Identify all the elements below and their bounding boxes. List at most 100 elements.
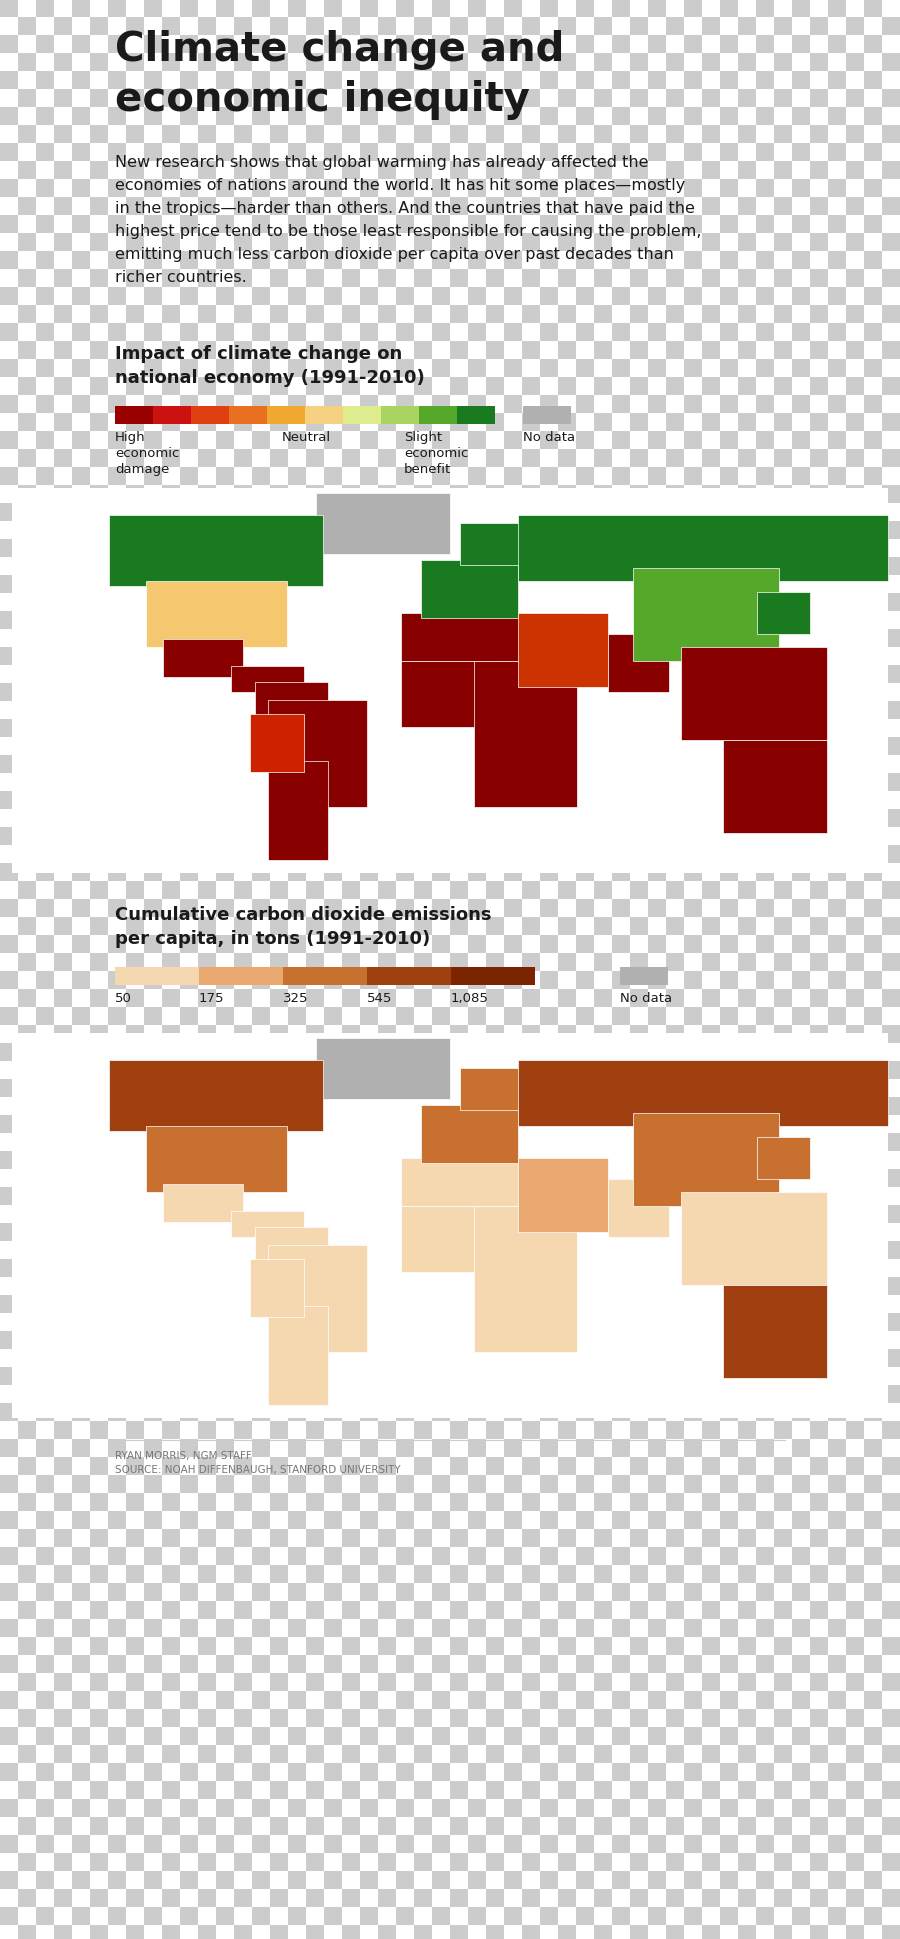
Bar bbox=[18, 1134, 36, 1152]
Bar bbox=[153, 407, 191, 425]
Bar bbox=[504, 1493, 522, 1510]
Bar bbox=[540, 1134, 558, 1152]
Bar bbox=[306, 109, 324, 126]
Bar bbox=[666, 1745, 684, 1763]
Bar bbox=[360, 1565, 378, 1582]
Bar bbox=[630, 1602, 648, 1619]
Bar bbox=[540, 1799, 558, 1817]
Bar bbox=[324, 1224, 342, 1241]
Bar bbox=[792, 1817, 810, 1834]
Bar bbox=[522, 1889, 540, 1908]
Bar bbox=[126, 845, 144, 863]
Bar bbox=[180, 1080, 198, 1097]
Bar bbox=[252, 1547, 270, 1565]
Bar bbox=[468, 684, 486, 702]
Bar bbox=[252, 1169, 270, 1187]
Bar bbox=[18, 396, 36, 413]
Bar bbox=[90, 989, 108, 1008]
Bar bbox=[90, 1421, 108, 1439]
Bar bbox=[288, 17, 306, 37]
Bar bbox=[360, 1708, 378, 1728]
Bar bbox=[0, 1241, 18, 1258]
Bar bbox=[162, 774, 180, 791]
Bar bbox=[594, 611, 612, 630]
Bar bbox=[162, 1510, 180, 1530]
Bar bbox=[342, 1925, 360, 1939]
Bar bbox=[324, 1582, 342, 1602]
Bar bbox=[648, 648, 666, 665]
Bar bbox=[684, 1134, 702, 1152]
Bar bbox=[72, 737, 90, 756]
Bar bbox=[162, 1763, 180, 1782]
Text: 50: 50 bbox=[115, 991, 132, 1004]
Bar bbox=[396, 1708, 414, 1728]
Bar bbox=[792, 487, 810, 504]
Bar bbox=[144, 1728, 162, 1745]
Bar bbox=[0, 1187, 18, 1206]
Bar bbox=[630, 1115, 648, 1134]
Bar bbox=[450, 1889, 468, 1908]
Bar bbox=[180, 1854, 198, 1871]
Bar bbox=[162, 702, 180, 719]
Bar bbox=[162, 719, 180, 737]
Bar bbox=[360, 1258, 378, 1278]
Bar bbox=[0, 1258, 18, 1278]
Bar bbox=[360, 576, 378, 593]
Bar bbox=[396, 630, 414, 648]
Bar bbox=[288, 1187, 306, 1206]
Bar bbox=[216, 378, 234, 396]
Bar bbox=[162, 539, 180, 558]
Bar bbox=[163, 640, 243, 677]
Bar bbox=[126, 900, 144, 917]
Bar bbox=[774, 684, 792, 702]
Bar bbox=[360, 1908, 378, 1925]
Bar bbox=[756, 1384, 774, 1404]
Bar bbox=[666, 1169, 684, 1187]
Bar bbox=[738, 522, 756, 539]
Bar bbox=[810, 1889, 828, 1908]
Bar bbox=[162, 1258, 180, 1278]
Bar bbox=[234, 845, 252, 863]
Bar bbox=[342, 1799, 360, 1817]
Bar bbox=[36, 198, 54, 215]
Bar bbox=[630, 1493, 648, 1510]
Bar bbox=[774, 1619, 792, 1637]
Bar bbox=[252, 1350, 270, 1367]
Bar bbox=[252, 665, 270, 684]
Bar bbox=[54, 1026, 72, 1043]
Bar bbox=[432, 198, 450, 215]
Bar bbox=[468, 989, 486, 1008]
Bar bbox=[792, 1854, 810, 1871]
Bar bbox=[0, 900, 18, 917]
Bar bbox=[306, 1854, 324, 1871]
Bar bbox=[450, 539, 468, 558]
Bar bbox=[468, 1134, 486, 1152]
Bar bbox=[576, 1097, 594, 1115]
Bar bbox=[432, 665, 450, 684]
Bar bbox=[270, 1582, 288, 1602]
Bar bbox=[72, 1673, 90, 1691]
Bar bbox=[162, 737, 180, 756]
Bar bbox=[270, 737, 288, 756]
Bar bbox=[882, 1278, 900, 1295]
Bar bbox=[432, 1763, 450, 1782]
Bar bbox=[54, 737, 72, 756]
Bar bbox=[504, 1224, 522, 1241]
Bar bbox=[90, 89, 108, 109]
Bar bbox=[108, 1708, 126, 1728]
Bar bbox=[774, 143, 792, 163]
Bar bbox=[630, 1097, 648, 1115]
Bar bbox=[216, 665, 234, 684]
Bar bbox=[792, 539, 810, 558]
Text: No data: No data bbox=[620, 991, 672, 1004]
Bar bbox=[666, 702, 684, 719]
Bar bbox=[882, 504, 900, 522]
Bar bbox=[216, 954, 234, 971]
Bar bbox=[36, 378, 54, 396]
Bar bbox=[324, 306, 342, 324]
Bar bbox=[792, 1043, 810, 1061]
Bar bbox=[72, 1278, 90, 1295]
Bar bbox=[666, 37, 684, 54]
Bar bbox=[522, 1134, 540, 1152]
Bar bbox=[540, 1258, 558, 1278]
